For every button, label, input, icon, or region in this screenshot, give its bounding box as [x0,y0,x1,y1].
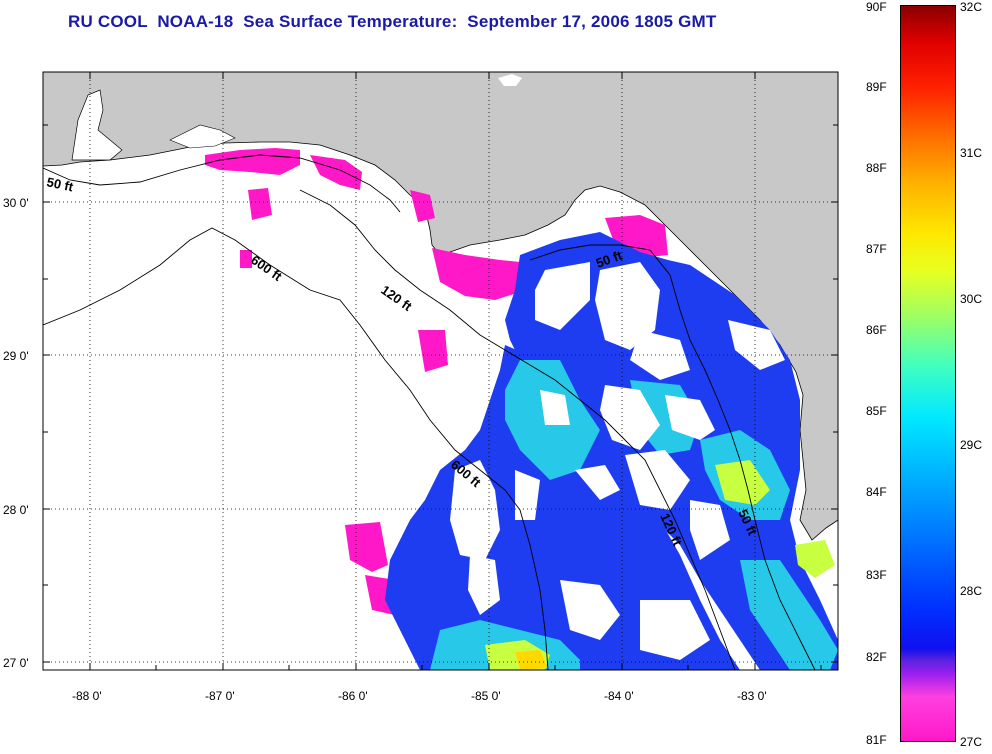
mobile-bay [71,89,123,161]
cbar-f-85: 85F [866,404,887,418]
lat-label-27: 27 0' [3,656,29,670]
cbar-f-87: 87F [866,242,887,256]
cbar-c-29: 29C [960,438,983,452]
cbar-c-32: 32C [960,0,983,14]
map-title: RU COOL NOAA-18 Sea Surface Temperature:… [68,12,717,31]
lat-label-30: 30 0' [3,196,29,210]
cbar-c-31: 31C [960,146,983,160]
cbar-f-88: 88F [866,161,887,175]
lon-label-88: -88 0' [72,689,102,703]
choctawhatchee-bay [169,124,236,149]
cbar-f-86: 86F [866,323,887,337]
cbar-f-84: 84F [866,485,887,499]
lon-label-86: -86 0' [338,689,368,703]
lon-label-85: -85 0' [471,689,501,703]
lat-label-28: 28 0' [3,503,29,517]
lat-label-29: 29 0' [3,349,29,363]
graticule [43,72,838,670]
cbar-f-81: 81F [866,733,887,747]
land-mass [43,72,838,541]
cbar-c-28: 28C [960,584,983,598]
temperature-colorbar [900,5,956,742]
cbar-c-30: 30C [960,292,983,306]
cbar-f-82: 82F [866,650,887,664]
lon-label-84: -84 0' [604,689,634,703]
lat-axis-labels: 30 0' 29 0' 28 0' 27 0' [3,196,29,670]
cbar-f-83: 83F [866,568,887,582]
lon-label-83: -83 0' [737,689,767,703]
bathymetry-contours [43,154,816,670]
lon-axis-labels: -88 0' -87 0' -86 0' -85 0' -84 0' -83 0… [72,689,767,703]
contour-label-50ft-west: 50 ft [45,174,75,194]
lon-label-87: -87 0' [205,689,235,703]
sst-cold-band [205,148,668,615]
sst-hot-patch [515,650,548,670]
cbar-f-89: 89F [866,80,887,94]
cbar-f-90: 90F [866,0,887,14]
axis-ticks [43,72,838,670]
plot-frame [42,71,839,671]
cloud-patch [498,74,522,86]
cbar-c-27: 27C [960,735,983,749]
